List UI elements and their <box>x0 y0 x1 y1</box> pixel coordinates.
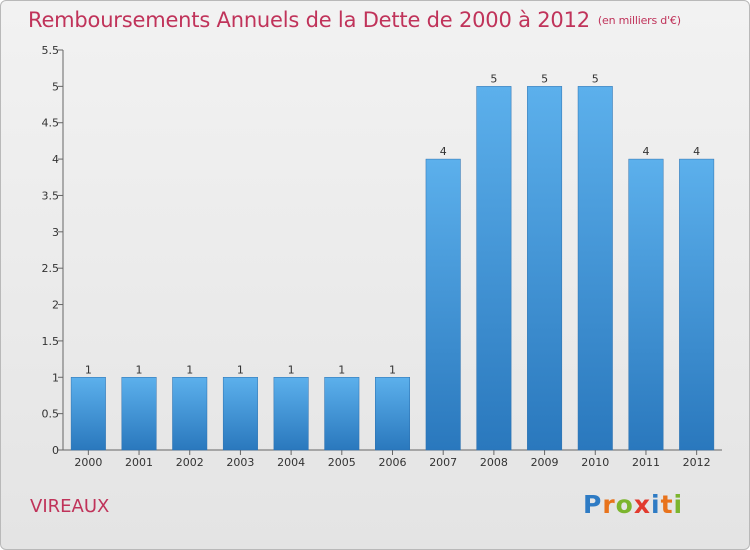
logo-letter: i <box>673 490 684 519</box>
data-label: 1 <box>136 363 143 376</box>
data-label: 5 <box>541 72 548 85</box>
data-label: 1 <box>338 363 345 376</box>
bar <box>628 158 664 451</box>
bar <box>679 158 715 451</box>
data-label: 1 <box>237 363 244 376</box>
place-name: VIREAUX <box>30 496 110 517</box>
logo-letter: x <box>633 490 651 519</box>
data-label: 4 <box>440 145 447 158</box>
y-tick-label: 3 <box>52 226 59 239</box>
bars <box>70 86 715 451</box>
bar <box>172 377 208 451</box>
bar <box>375 377 410 451</box>
logo-letter: o <box>615 490 634 519</box>
data-label: 5 <box>592 72 599 85</box>
x-tick-label: 2004 <box>277 456 305 469</box>
data-label: 4 <box>642 145 649 158</box>
y-tick-label: 1 <box>52 371 59 384</box>
x-tick-label: 2010 <box>581 456 609 469</box>
y-tick-label: 5 <box>52 80 59 93</box>
data-label: 4 <box>693 145 700 158</box>
logo-letter: P <box>583 490 603 519</box>
x-tick-label: 2006 <box>379 456 407 469</box>
bar <box>273 377 309 451</box>
x-tick-label: 2012 <box>683 456 711 469</box>
y-tick-label: 0 <box>52 444 59 457</box>
proxiti-logo: Proxiti <box>583 490 683 519</box>
bar <box>70 377 106 451</box>
labels: 1 2000 1 2001 1 2002 1 2003 1 2004 1 2005 1 2006 4 2007… <box>74 72 710 469</box>
data-label: 1 <box>85 363 92 376</box>
bar <box>324 377 360 451</box>
x-tick-label: 2001 <box>125 456 153 469</box>
bar <box>577 86 613 451</box>
y-tick-label: 4 <box>52 153 59 166</box>
y-tick-label: 2 <box>52 299 59 312</box>
logo-letter: t <box>660 490 674 519</box>
bar <box>527 86 563 451</box>
data-label: 5 <box>490 72 497 85</box>
y-tick-label: 0.5 <box>42 408 60 421</box>
data-label: 1 <box>288 363 295 376</box>
bar <box>425 158 461 451</box>
x-tick-label: 2009 <box>531 456 559 469</box>
x-tick-label: 2002 <box>176 456 204 469</box>
y-tick-label: 5.5 <box>42 44 60 57</box>
bar <box>121 377 157 451</box>
data-label: 1 <box>186 363 193 376</box>
x-tick-label: 2011 <box>632 456 660 469</box>
x-tick-label: 2005 <box>328 456 356 469</box>
unit-note: (en milliers d'€) <box>597 14 681 27</box>
x-tick-label: 2003 <box>226 456 254 469</box>
y-tick-label: 1.5 <box>42 335 60 348</box>
logo-letter: r <box>602 490 616 519</box>
chart-title-text: Remboursements Annuels de la Dette de 20… <box>28 8 590 32</box>
y-tick-label: 2.5 <box>42 262 60 275</box>
x-tick-label: 2000 <box>74 456 102 469</box>
data-label: 1 <box>389 363 396 376</box>
y-tick-label: 3.5 <box>42 189 60 202</box>
chart-title: Remboursements Annuels de la Dette de 20… <box>28 8 681 32</box>
x-tick-label: 2008 <box>480 456 508 469</box>
bar <box>222 377 258 451</box>
logo-letter: i <box>651 490 661 519</box>
x-tick-label: 2007 <box>429 456 457 469</box>
bar <box>476 86 512 451</box>
y-tick-label: 4.5 <box>42 117 60 130</box>
